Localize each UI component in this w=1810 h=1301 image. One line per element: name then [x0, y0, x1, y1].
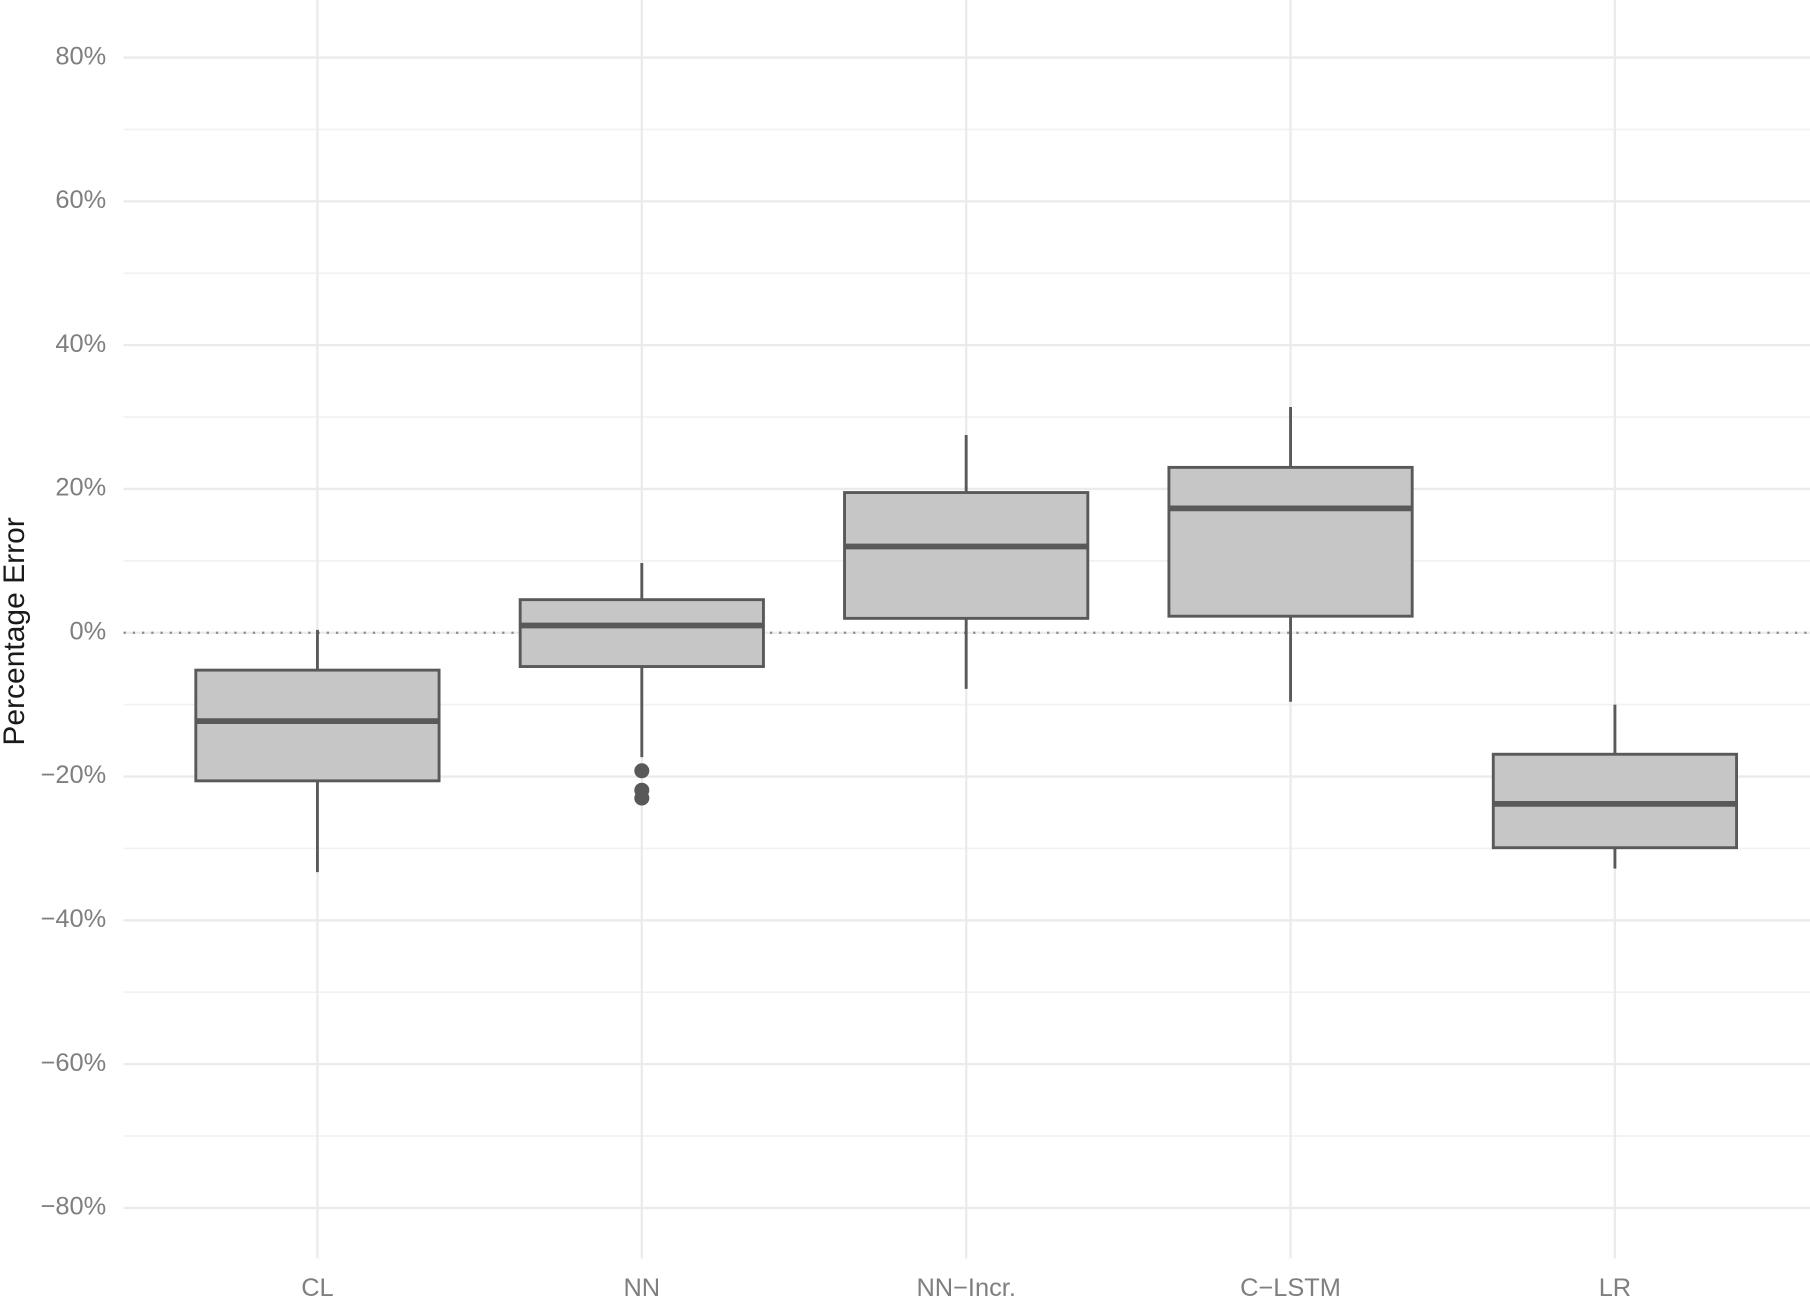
x-tick-label: LR	[1599, 1274, 1631, 1301]
y-tick-label: −60%	[41, 1049, 107, 1077]
box	[843, 491, 1090, 620]
y-tick-label: 80%	[55, 42, 106, 70]
x-tick-label: C−LSTM	[1240, 1274, 1341, 1301]
x-tick-label: NN	[623, 1274, 660, 1301]
y-axis-label: Percentage Error	[0, 517, 31, 745]
y-tick-label: 60%	[55, 186, 106, 214]
box	[1167, 465, 1414, 618]
outlier	[634, 790, 650, 806]
y-tick-label: −80%	[41, 1193, 107, 1221]
box	[518, 598, 765, 668]
x-tick-label: NN−Incr.	[916, 1274, 1015, 1301]
x-tick-label: CL	[301, 1274, 333, 1301]
box	[194, 668, 441, 783]
y-tick-label: −20%	[41, 761, 107, 789]
outlier	[634, 763, 650, 779]
y-tick-label: 40%	[55, 330, 106, 358]
y-tick-label: −40%	[41, 905, 107, 933]
y-tick-label: 20%	[55, 474, 106, 502]
y-tick-label: 0%	[70, 617, 107, 645]
